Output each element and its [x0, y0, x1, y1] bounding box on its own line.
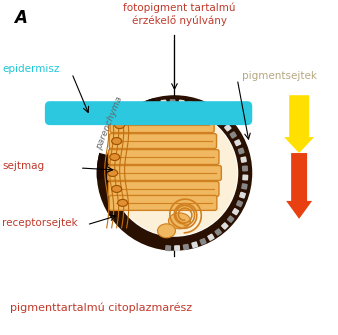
FancyBboxPatch shape [45, 101, 252, 125]
Circle shape [112, 110, 237, 236]
Bar [243, 166, 247, 171]
Bar [227, 216, 234, 222]
Bar [241, 157, 246, 162]
Text: pigmenttartalmú citoplazmarész: pigmenttartalmú citoplazmarész [10, 302, 192, 313]
Bar [200, 239, 206, 245]
Ellipse shape [112, 138, 122, 145]
Bar [230, 132, 236, 138]
Text: receptorsejtek: receptorsejtek [2, 218, 78, 228]
Bar [170, 100, 175, 105]
Text: epidermisz: epidermisz [2, 64, 59, 74]
Text: fotopigment tartalmú
érzékelő nyúlvány: fotopigment tartalmú érzékelő nyúlvány [123, 2, 236, 26]
Ellipse shape [108, 170, 118, 177]
Bar [188, 102, 193, 107]
Ellipse shape [118, 199, 128, 206]
FancyArrow shape [284, 95, 314, 153]
Ellipse shape [158, 224, 175, 238]
Bar [240, 192, 245, 198]
Text: pigmentsejtek: pigmentsejtek [242, 71, 317, 81]
Circle shape [111, 109, 238, 237]
Bar [242, 184, 247, 189]
FancyBboxPatch shape [108, 165, 221, 181]
Bar [204, 108, 210, 114]
Ellipse shape [110, 153, 120, 160]
Bar [243, 175, 248, 180]
Circle shape [92, 90, 257, 256]
Text: sejtmag: sejtmag [2, 161, 44, 171]
Bar [238, 148, 244, 154]
Bar [233, 209, 239, 215]
Bar [196, 104, 202, 110]
Circle shape [97, 95, 252, 251]
Bar [175, 246, 179, 251]
FancyBboxPatch shape [108, 182, 219, 196]
Bar [184, 245, 189, 250]
Bar [192, 242, 197, 248]
Wedge shape [97, 112, 129, 155]
FancyArrow shape [286, 153, 312, 219]
Bar [166, 246, 171, 251]
Bar [161, 100, 166, 105]
Text: parenchyma: parenchyma [95, 95, 124, 151]
FancyBboxPatch shape [108, 149, 219, 164]
Bar [222, 223, 228, 229]
Bar [208, 234, 214, 240]
Ellipse shape [112, 186, 122, 192]
FancyBboxPatch shape [109, 195, 217, 210]
Bar [225, 125, 231, 131]
FancyBboxPatch shape [110, 118, 214, 133]
Ellipse shape [115, 122, 125, 129]
Bar [212, 113, 218, 119]
Wedge shape [97, 98, 159, 180]
Bar [218, 118, 225, 125]
Ellipse shape [169, 213, 190, 229]
Bar [179, 100, 184, 105]
Bar [237, 201, 243, 207]
Bar [235, 140, 241, 146]
Bar [215, 229, 221, 235]
FancyBboxPatch shape [109, 134, 217, 148]
Text: A: A [14, 9, 27, 27]
